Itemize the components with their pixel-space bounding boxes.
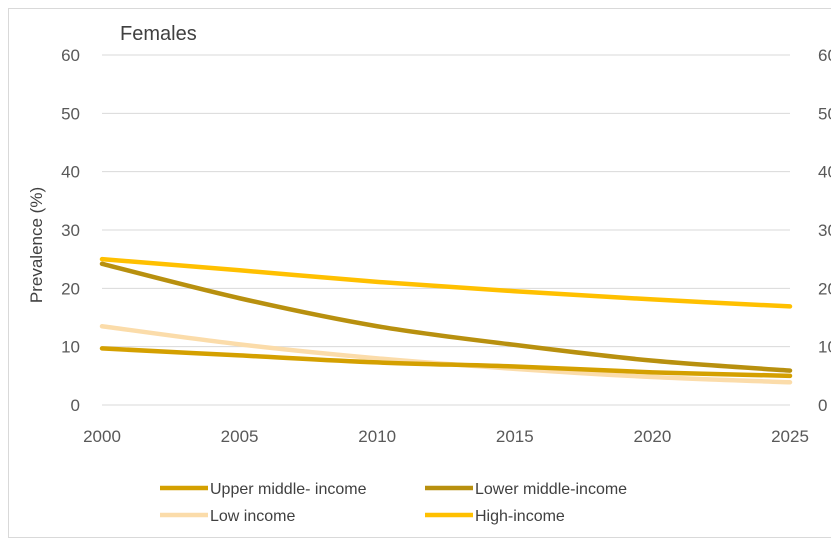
gridlines [102,54,790,406]
series-line-lower-middle-income [99,261,793,373]
series-line-high-income [99,256,793,309]
right-y-tick-label: 20 [818,279,831,298]
legend: Upper middle- income Lower middle-income L… [160,481,627,525]
y-tick-label: 10 [61,338,80,357]
legend-label: Low income [210,508,295,525]
y-axis-label: Prevalence (%) [27,187,46,303]
chart-title: Females [120,23,197,45]
legend-label: Upper middle- income [210,481,367,498]
right-y-tick-label: 30 [818,221,831,240]
x-tick-label: 2015 [496,427,534,446]
x-tick-label: 2000 [83,427,121,446]
x-tick-label: 2020 [633,427,671,446]
y-tick-label: 0 [71,396,80,415]
series-lines [99,256,793,385]
x-tick-label: 2005 [221,427,259,446]
legend-label: Lower middle-income [475,481,627,498]
series-line-upper-middle-income [99,346,793,379]
x-tick-label: 2025 [771,427,809,446]
right-y-tick-label: 0 [818,396,827,415]
tick-labels: 0010102020303040405050606020002005201020… [61,46,831,446]
y-tick-label: 20 [61,279,80,298]
legend-label: High-income [475,508,565,525]
y-tick-label: 50 [61,104,80,123]
right-y-tick-label: 10 [818,338,831,357]
right-y-tick-label: 50 [818,104,831,123]
y-tick-label: 60 [61,46,80,65]
right-y-tick-label: 40 [818,163,831,182]
y-tick-label: 30 [61,221,80,240]
y-tick-label: 40 [61,163,80,182]
x-tick-label: 2010 [358,427,396,446]
right-y-tick-label: 60 [818,46,831,65]
